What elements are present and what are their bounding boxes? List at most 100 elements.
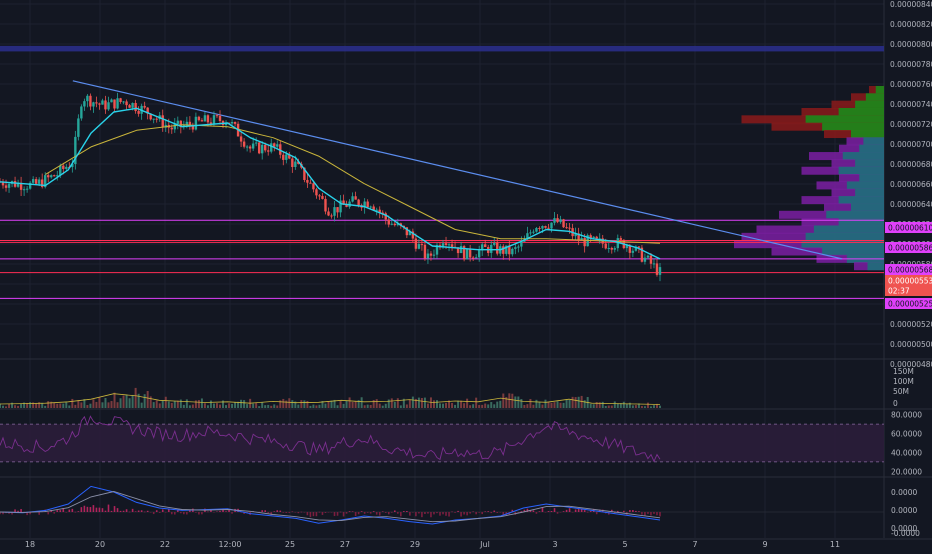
- time-axis-label: 3: [552, 540, 557, 549]
- candle-body: [544, 226, 546, 228]
- volume-bar: [343, 404, 345, 408]
- volume-bar: [86, 405, 88, 408]
- volume-bar: [433, 400, 435, 408]
- macd-histogram-bar: [59, 510, 61, 512]
- candle-body: [65, 167, 67, 169]
- candle-body: [448, 244, 450, 245]
- volume-bar: [517, 396, 519, 408]
- volume-bar: [590, 404, 592, 408]
- volume-profile-bar-overlay: [851, 203, 884, 211]
- volume-bar: [210, 401, 212, 408]
- price-axis-label: 0.00000840: [890, 0, 932, 9]
- macd-histogram-bar: [75, 512, 77, 513]
- candle-body: [583, 238, 585, 246]
- macd-histogram-bar: [159, 512, 161, 513]
- volume-bar: [213, 404, 215, 408]
- volume-bar: [532, 405, 534, 408]
- macd-histogram-bar: [430, 512, 432, 517]
- volume-profile-bar-overlay: [822, 248, 884, 256]
- volume-bar: [312, 405, 314, 408]
- volume-bar: [493, 404, 495, 408]
- candle-body: [550, 223, 552, 229]
- macd-histogram-bar: [132, 509, 134, 512]
- volume-bar: [490, 402, 492, 408]
- candle-body: [306, 180, 308, 183]
- candle-body: [484, 244, 486, 247]
- volume-bar: [376, 399, 378, 408]
- candle-body: [475, 257, 477, 258]
- candle-body: [451, 244, 453, 247]
- macd-histogram-bar: [496, 512, 498, 513]
- macd-histogram-bar: [641, 512, 643, 515]
- candle-body: [351, 196, 353, 201]
- macd-histogram-bar: [566, 510, 568, 512]
- price-badge-label: 0.00000568: [888, 266, 932, 275]
- volume-bar: [409, 400, 411, 408]
- volume-bar: [644, 406, 646, 408]
- volume-bar: [569, 400, 571, 408]
- rsi-axis-label: 80.0000: [891, 411, 922, 420]
- volume-bar: [551, 403, 553, 408]
- macd-histogram-bar: [183, 512, 185, 514]
- candle-body: [53, 175, 55, 176]
- volume-profile-bar-overlay: [855, 159, 884, 167]
- macd-histogram-bar: [17, 511, 19, 512]
- macd-histogram-bar: [165, 512, 167, 513]
- price-axis-label: 0.00000520: [890, 320, 932, 329]
- volume-bar: [659, 406, 661, 408]
- volume-bar: [44, 406, 46, 408]
- candle-body: [5, 185, 7, 187]
- volume-bar: [352, 402, 354, 408]
- volume-bar: [475, 398, 477, 408]
- candle-body: [460, 246, 462, 253]
- volume-bar: [168, 402, 170, 408]
- time-axis-label: 20: [95, 540, 105, 549]
- price-axis-label: 0.00000680: [890, 160, 932, 169]
- candle-body: [125, 101, 127, 105]
- candle-body: [647, 256, 649, 258]
- price-axis-label: 0.00000760: [890, 80, 932, 89]
- macd-histogram-bar: [575, 510, 577, 512]
- candle-body: [529, 232, 531, 233]
- volume-bar: [349, 397, 351, 408]
- volume-bar: [331, 401, 333, 408]
- macd-histogram-bar: [403, 511, 405, 512]
- volume-bar: [201, 398, 203, 408]
- volume-bar: [340, 401, 342, 408]
- macd-histogram-bar: [490, 512, 492, 513]
- volume-bar: [252, 404, 254, 408]
- volume-profile-bar-overlay: [859, 174, 884, 182]
- volume-bar: [626, 404, 628, 408]
- macd-histogram-bar: [454, 512, 456, 513]
- candle-body: [294, 162, 296, 167]
- volume-bar: [53, 403, 55, 408]
- time-axis-label: 25: [285, 540, 295, 549]
- candle-body: [23, 189, 25, 190]
- macd-histogram-bar: [47, 512, 49, 514]
- volume-bar: [442, 404, 444, 408]
- macd-histogram-bar: [644, 512, 646, 516]
- candle-body: [134, 103, 136, 111]
- candle-body: [249, 147, 251, 149]
- macd-histogram-bar: [298, 512, 300, 513]
- macd-histogram-bar: [225, 511, 227, 512]
- volume-bar: [508, 393, 510, 408]
- macd-histogram-bar: [355, 512, 357, 516]
- macd-histogram-bar: [20, 509, 22, 512]
- volume-bar: [605, 406, 607, 408]
- macd-histogram-bar: [349, 511, 351, 512]
- macd-histogram-bar: [424, 512, 426, 514]
- volume-bar: [144, 394, 146, 408]
- candle-body: [38, 179, 40, 183]
- volume-bar: [14, 405, 16, 408]
- candle-body: [427, 254, 429, 259]
- macd-histogram-bar: [322, 512, 324, 515]
- candle-body: [204, 115, 206, 121]
- candle-body: [255, 143, 257, 144]
- candle-body: [394, 224, 396, 225]
- macd-histogram-bar: [539, 511, 541, 512]
- candle-body: [502, 246, 504, 254]
